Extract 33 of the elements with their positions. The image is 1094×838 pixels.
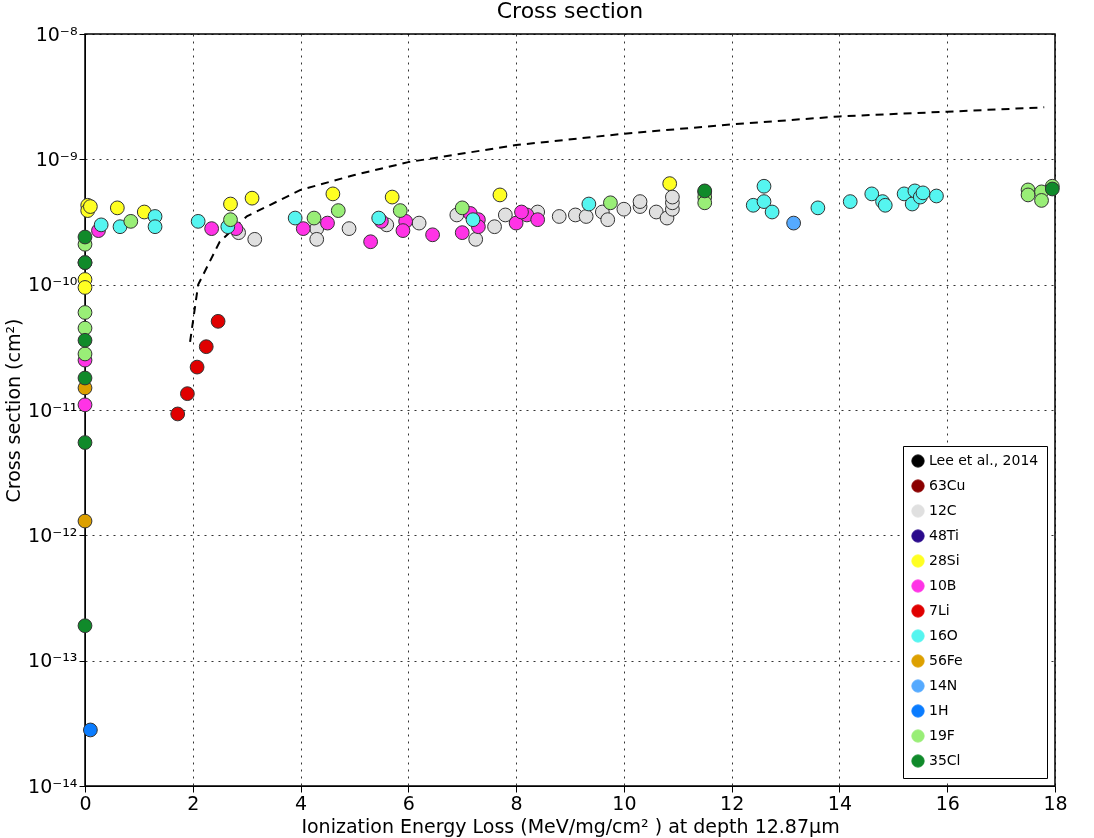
legend-label: 19F: [929, 727, 955, 743]
legend-label: 14N: [929, 677, 958, 693]
x-tick-label: 18: [1043, 791, 1068, 814]
y-tick-label: 10⁻⁹: [35, 147, 78, 170]
legend-label: 28Si: [929, 552, 960, 568]
legend-label: 10B: [929, 577, 957, 593]
x-tick-label: 14: [827, 791, 853, 814]
x-tick-label: 12: [720, 791, 745, 814]
legend-label: 56Fe: [929, 652, 963, 668]
legend-label: Lee et al., 2014: [929, 452, 1039, 468]
legend-label: 12C: [929, 502, 957, 518]
x-tick-label: 6: [402, 791, 415, 814]
x-tick-label: 0: [79, 791, 92, 814]
legend-label: 48Ti: [929, 527, 959, 543]
legend-label: 7Li: [929, 602, 950, 618]
x-tick-label: 16: [935, 791, 960, 814]
legend-label: 1H: [929, 702, 949, 718]
x-axis-title: Ionization Energy Loss (MeV/mg/cm² ) at depth 12.87μm: [301, 814, 840, 837]
x-tick-label: 4: [295, 791, 308, 814]
x-tick-label: 2: [187, 791, 200, 814]
y-tick-label: 10⁻¹²: [28, 523, 78, 546]
x-tick-label: 8: [510, 791, 523, 814]
legend-label: 63Cu: [929, 477, 966, 493]
legend-label: 16O: [929, 627, 958, 643]
y-tick-label: 10⁻¹¹: [28, 398, 78, 421]
y-tick-label: 10⁻¹⁴: [28, 774, 78, 797]
y-tick-label: 10⁻⁸: [35, 22, 78, 45]
y-tick-label: 10⁻¹³: [28, 649, 78, 672]
legend-label: 35Cl: [929, 752, 961, 768]
y-axis-title: Cross section (cm²): [2, 318, 25, 503]
y-tick-label: 10⁻¹⁰: [28, 273, 78, 296]
x-tick-label: 10: [612, 791, 637, 814]
chart-title: Cross section: [496, 0, 644, 23]
